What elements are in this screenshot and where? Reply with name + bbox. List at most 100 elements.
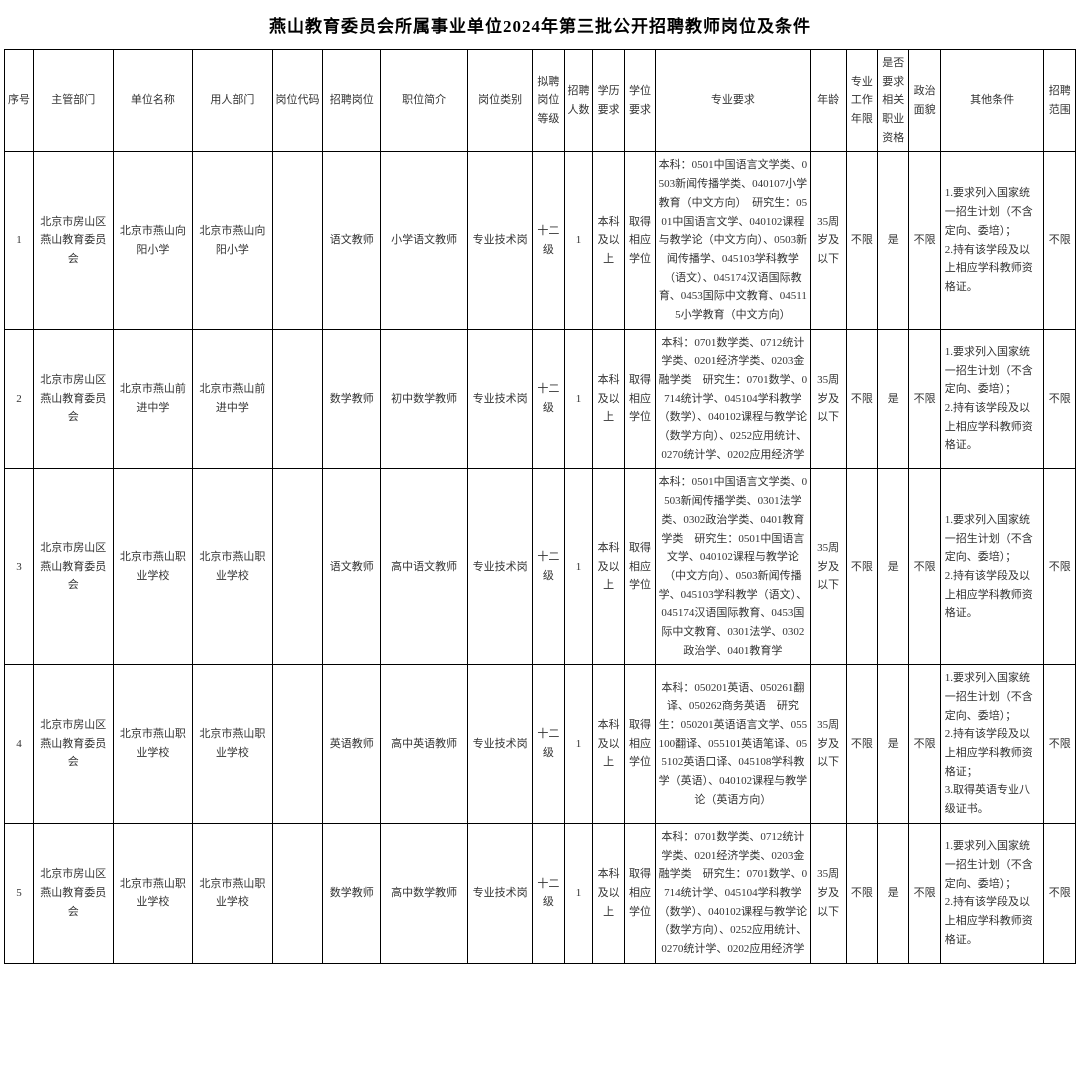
cell-edu: 本科及以上 bbox=[593, 823, 624, 963]
cell-other: 1.要求列入国家统一招生计划（不含定向、委培）；2.持有该学段及以上相应学科教师… bbox=[940, 469, 1044, 665]
cell-qual: 是 bbox=[878, 469, 909, 665]
cell-num: 1 bbox=[564, 152, 593, 329]
h-degree: 学位要求 bbox=[624, 50, 655, 152]
cell-supervisor: 北京市房山区燕山教育委员会 bbox=[33, 665, 113, 824]
cell-other: 1.要求列入国家统一招生计划（不含定向、委培）；2.持有该学段及以上相应学科教师… bbox=[940, 823, 1044, 963]
cell-grade: 十二级 bbox=[533, 469, 564, 665]
cell-edu: 本科及以上 bbox=[593, 152, 624, 329]
cell-edu: 本科及以上 bbox=[593, 665, 624, 824]
cell-grade: 十二级 bbox=[533, 665, 564, 824]
cell-grade: 十二级 bbox=[533, 823, 564, 963]
cell-employer: 北京市燕山职业学校 bbox=[193, 823, 273, 963]
cell-political: 不限 bbox=[909, 469, 940, 665]
cell-position: 语文教师 bbox=[323, 152, 381, 329]
cell-position: 语文教师 bbox=[323, 469, 381, 665]
cell-political: 不限 bbox=[909, 665, 940, 824]
cell-category: 专业技术岗 bbox=[468, 823, 533, 963]
cell-edu: 本科及以上 bbox=[593, 469, 624, 665]
cell-desc: 高中语文教师 bbox=[381, 469, 468, 665]
cell-major: 本科：050201英语、050261翻译、050262商务英语 研究生：0502… bbox=[656, 665, 810, 824]
h-code: 岗位代码 bbox=[272, 50, 323, 152]
cell-category: 专业技术岗 bbox=[468, 665, 533, 824]
cell-supervisor: 北京市房山区燕山教育委员会 bbox=[33, 469, 113, 665]
h-major: 专业要求 bbox=[656, 50, 810, 152]
cell-category: 专业技术岗 bbox=[468, 469, 533, 665]
cell-supervisor: 北京市房山区燕山教育委员会 bbox=[33, 329, 113, 469]
table-row: 5北京市房山区燕山教育委员会北京市燕山职业学校北京市燕山职业学校数学教师高中数学… bbox=[5, 823, 1076, 963]
cell-other: 1.要求列入国家统一招生计划（不含定向、委培）；2.持有该学段及以上相应学科教师… bbox=[940, 329, 1044, 469]
cell-age: 35周岁及以下 bbox=[810, 329, 846, 469]
cell-age: 35周岁及以下 bbox=[810, 152, 846, 329]
cell-seq: 5 bbox=[5, 823, 34, 963]
h-other: 其他条件 bbox=[940, 50, 1044, 152]
cell-unit: 北京市燕山职业学校 bbox=[113, 665, 193, 824]
table-row: 3北京市房山区燕山教育委员会北京市燕山职业学校北京市燕山职业学校语文教师高中语文… bbox=[5, 469, 1076, 665]
cell-scope: 不限 bbox=[1044, 329, 1076, 469]
h-political: 政治面貌 bbox=[909, 50, 940, 152]
cell-seq: 1 bbox=[5, 152, 34, 329]
cell-scope: 不限 bbox=[1044, 469, 1076, 665]
cell-exp: 不限 bbox=[846, 823, 877, 963]
cell-code bbox=[272, 152, 323, 329]
cell-num: 1 bbox=[564, 665, 593, 824]
cell-political: 不限 bbox=[909, 823, 940, 963]
table-row: 2北京市房山区燕山教育委员会北京市燕山前进中学北京市燕山前进中学数学教师初中数学… bbox=[5, 329, 1076, 469]
cell-unit: 北京市燕山职业学校 bbox=[113, 823, 193, 963]
h-unit: 单位名称 bbox=[113, 50, 193, 152]
positions-table: 序号 主管部门 单位名称 用人部门 岗位代码 招聘岗位 职位简介 岗位类别 拟聘… bbox=[4, 49, 1076, 964]
cell-code bbox=[272, 329, 323, 469]
cell-degree: 取得相应学位 bbox=[624, 329, 655, 469]
cell-edu: 本科及以上 bbox=[593, 329, 624, 469]
cell-desc: 小学语文教师 bbox=[381, 152, 468, 329]
cell-major: 本科：0701数学类、0712统计学类、0201经济学类、0203金融学类 研究… bbox=[656, 329, 810, 469]
cell-scope: 不限 bbox=[1044, 823, 1076, 963]
cell-degree: 取得相应学位 bbox=[624, 823, 655, 963]
cell-qual: 是 bbox=[878, 665, 909, 824]
cell-major: 本科：0501中国语言文学类、0503新闻传播学类、040107小学教育（中文方… bbox=[656, 152, 810, 329]
cell-employer: 北京市燕山职业学校 bbox=[193, 469, 273, 665]
h-desc: 职位简介 bbox=[381, 50, 468, 152]
cell-age: 35周岁及以下 bbox=[810, 665, 846, 824]
cell-desc: 初中数学教师 bbox=[381, 329, 468, 469]
cell-grade: 十二级 bbox=[533, 152, 564, 329]
cell-supervisor: 北京市房山区燕山教育委员会 bbox=[33, 823, 113, 963]
cell-age: 35周岁及以下 bbox=[810, 823, 846, 963]
cell-degree: 取得相应学位 bbox=[624, 665, 655, 824]
cell-major: 本科：0701数学类、0712统计学类、0201经济学类、0203金融学类 研究… bbox=[656, 823, 810, 963]
h-grade: 拟聘岗位等级 bbox=[533, 50, 564, 152]
h-qual: 是否要求相关职业资格 bbox=[878, 50, 909, 152]
cell-seq: 3 bbox=[5, 469, 34, 665]
cell-unit: 北京市燕山职业学校 bbox=[113, 469, 193, 665]
h-scope: 招聘范围 bbox=[1044, 50, 1076, 152]
h-edu: 学历要求 bbox=[593, 50, 624, 152]
cell-political: 不限 bbox=[909, 152, 940, 329]
cell-qual: 是 bbox=[878, 152, 909, 329]
cell-position: 英语教师 bbox=[323, 665, 381, 824]
cell-exp: 不限 bbox=[846, 469, 877, 665]
cell-qual: 是 bbox=[878, 329, 909, 469]
cell-degree: 取得相应学位 bbox=[624, 152, 655, 329]
h-exp: 专业工作年限 bbox=[846, 50, 877, 152]
page-title: 燕山教育委员会所属事业单位2024年第三批公开招聘教师岗位及条件 bbox=[4, 4, 1076, 49]
cell-exp: 不限 bbox=[846, 665, 877, 824]
cell-political: 不限 bbox=[909, 329, 940, 469]
cell-seq: 4 bbox=[5, 665, 34, 824]
h-employer: 用人部门 bbox=[193, 50, 273, 152]
cell-num: 1 bbox=[564, 469, 593, 665]
cell-employer: 北京市燕山职业学校 bbox=[193, 665, 273, 824]
cell-supervisor: 北京市房山区燕山教育委员会 bbox=[33, 152, 113, 329]
cell-desc: 高中数学教师 bbox=[381, 823, 468, 963]
cell-category: 专业技术岗 bbox=[468, 152, 533, 329]
cell-degree: 取得相应学位 bbox=[624, 469, 655, 665]
h-age: 年龄 bbox=[810, 50, 846, 152]
h-num: 招聘人数 bbox=[564, 50, 593, 152]
cell-major: 本科：0501中国语言文学类、0503新闻传播学类、0301法学类、0302政治… bbox=[656, 469, 810, 665]
cell-code bbox=[272, 469, 323, 665]
h-category: 岗位类别 bbox=[468, 50, 533, 152]
cell-exp: 不限 bbox=[846, 152, 877, 329]
cell-code bbox=[272, 665, 323, 824]
cell-code bbox=[272, 823, 323, 963]
cell-grade: 十二级 bbox=[533, 329, 564, 469]
table-row: 1北京市房山区燕山教育委员会北京市燕山向阳小学北京市燕山向阳小学语文教师小学语文… bbox=[5, 152, 1076, 329]
cell-desc: 高中英语教师 bbox=[381, 665, 468, 824]
